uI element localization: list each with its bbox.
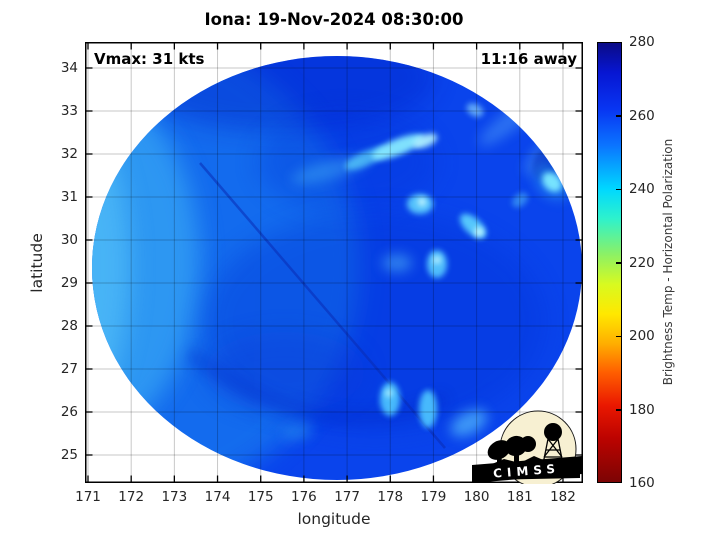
colorbar-tick-label: 200 <box>629 328 655 344</box>
y-tick-label: 30 <box>60 232 78 248</box>
y-tick-label: 27 <box>60 361 78 377</box>
y-tick-label: 29 <box>60 275 78 291</box>
axes-box <box>85 42 583 483</box>
figure-title: Iona: 19-Nov-2024 08:30:00 <box>204 10 464 29</box>
colorbar-tick-mark <box>616 188 621 190</box>
x-tick-label: 173 <box>161 489 188 505</box>
colorbar-tick-label: 240 <box>629 181 655 197</box>
colorbar-tick-mark <box>616 335 621 337</box>
y-tick-label: 31 <box>60 189 78 205</box>
x-tick-label: 182 <box>550 489 576 505</box>
x-tick-label: 171 <box>75 489 101 505</box>
colorbar-tick-label: 220 <box>629 254 655 271</box>
colorbar-tick-mark <box>616 262 621 264</box>
y-axis-label: latitude <box>28 233 46 293</box>
colorbar-tick-label: 280 <box>629 34 655 50</box>
x-tick-label: 175 <box>247 489 274 505</box>
satellite-dishes-icon <box>487 435 536 466</box>
plot-area <box>85 42 583 483</box>
x-tick-label: 174 <box>204 489 231 505</box>
x-axis-label: longitude <box>297 510 371 528</box>
y-tick-label: 34 <box>60 60 78 76</box>
vmax-annotation: Vmax: 31 kts <box>94 50 205 68</box>
cimss-banner <box>472 456 582 483</box>
y-tick-label: 33 <box>60 103 78 119</box>
x-tick-label: 179 <box>420 489 447 505</box>
colorbar-tick-label: 180 <box>629 401 655 418</box>
y-tick-label: 26 <box>60 404 78 420</box>
cimss-logo-text: CIMSS <box>493 461 561 480</box>
colorbar-tick-label: 260 <box>629 107 655 124</box>
y-tick-label: 25 <box>60 447 78 463</box>
water-tower-icon <box>542 423 564 465</box>
x-tick-label: 178 <box>377 489 404 505</box>
colorbar-tick-label: 160 <box>629 475 655 491</box>
time-away-annotation: 11:16 away <box>480 50 577 68</box>
colorbar-tick-mark <box>616 409 621 411</box>
x-tick-label: 172 <box>118 489 145 505</box>
colorbar-tick-mark <box>616 115 621 117</box>
y-tick-label: 32 <box>60 146 78 162</box>
x-tick-label: 180 <box>463 489 490 505</box>
x-tick-label: 176 <box>291 489 317 505</box>
y-tick-label: 28 <box>60 318 78 334</box>
cimss-logo: CIMSS <box>472 410 582 484</box>
x-tick-label: 181 <box>506 489 533 505</box>
x-tick-label: 177 <box>334 489 360 505</box>
